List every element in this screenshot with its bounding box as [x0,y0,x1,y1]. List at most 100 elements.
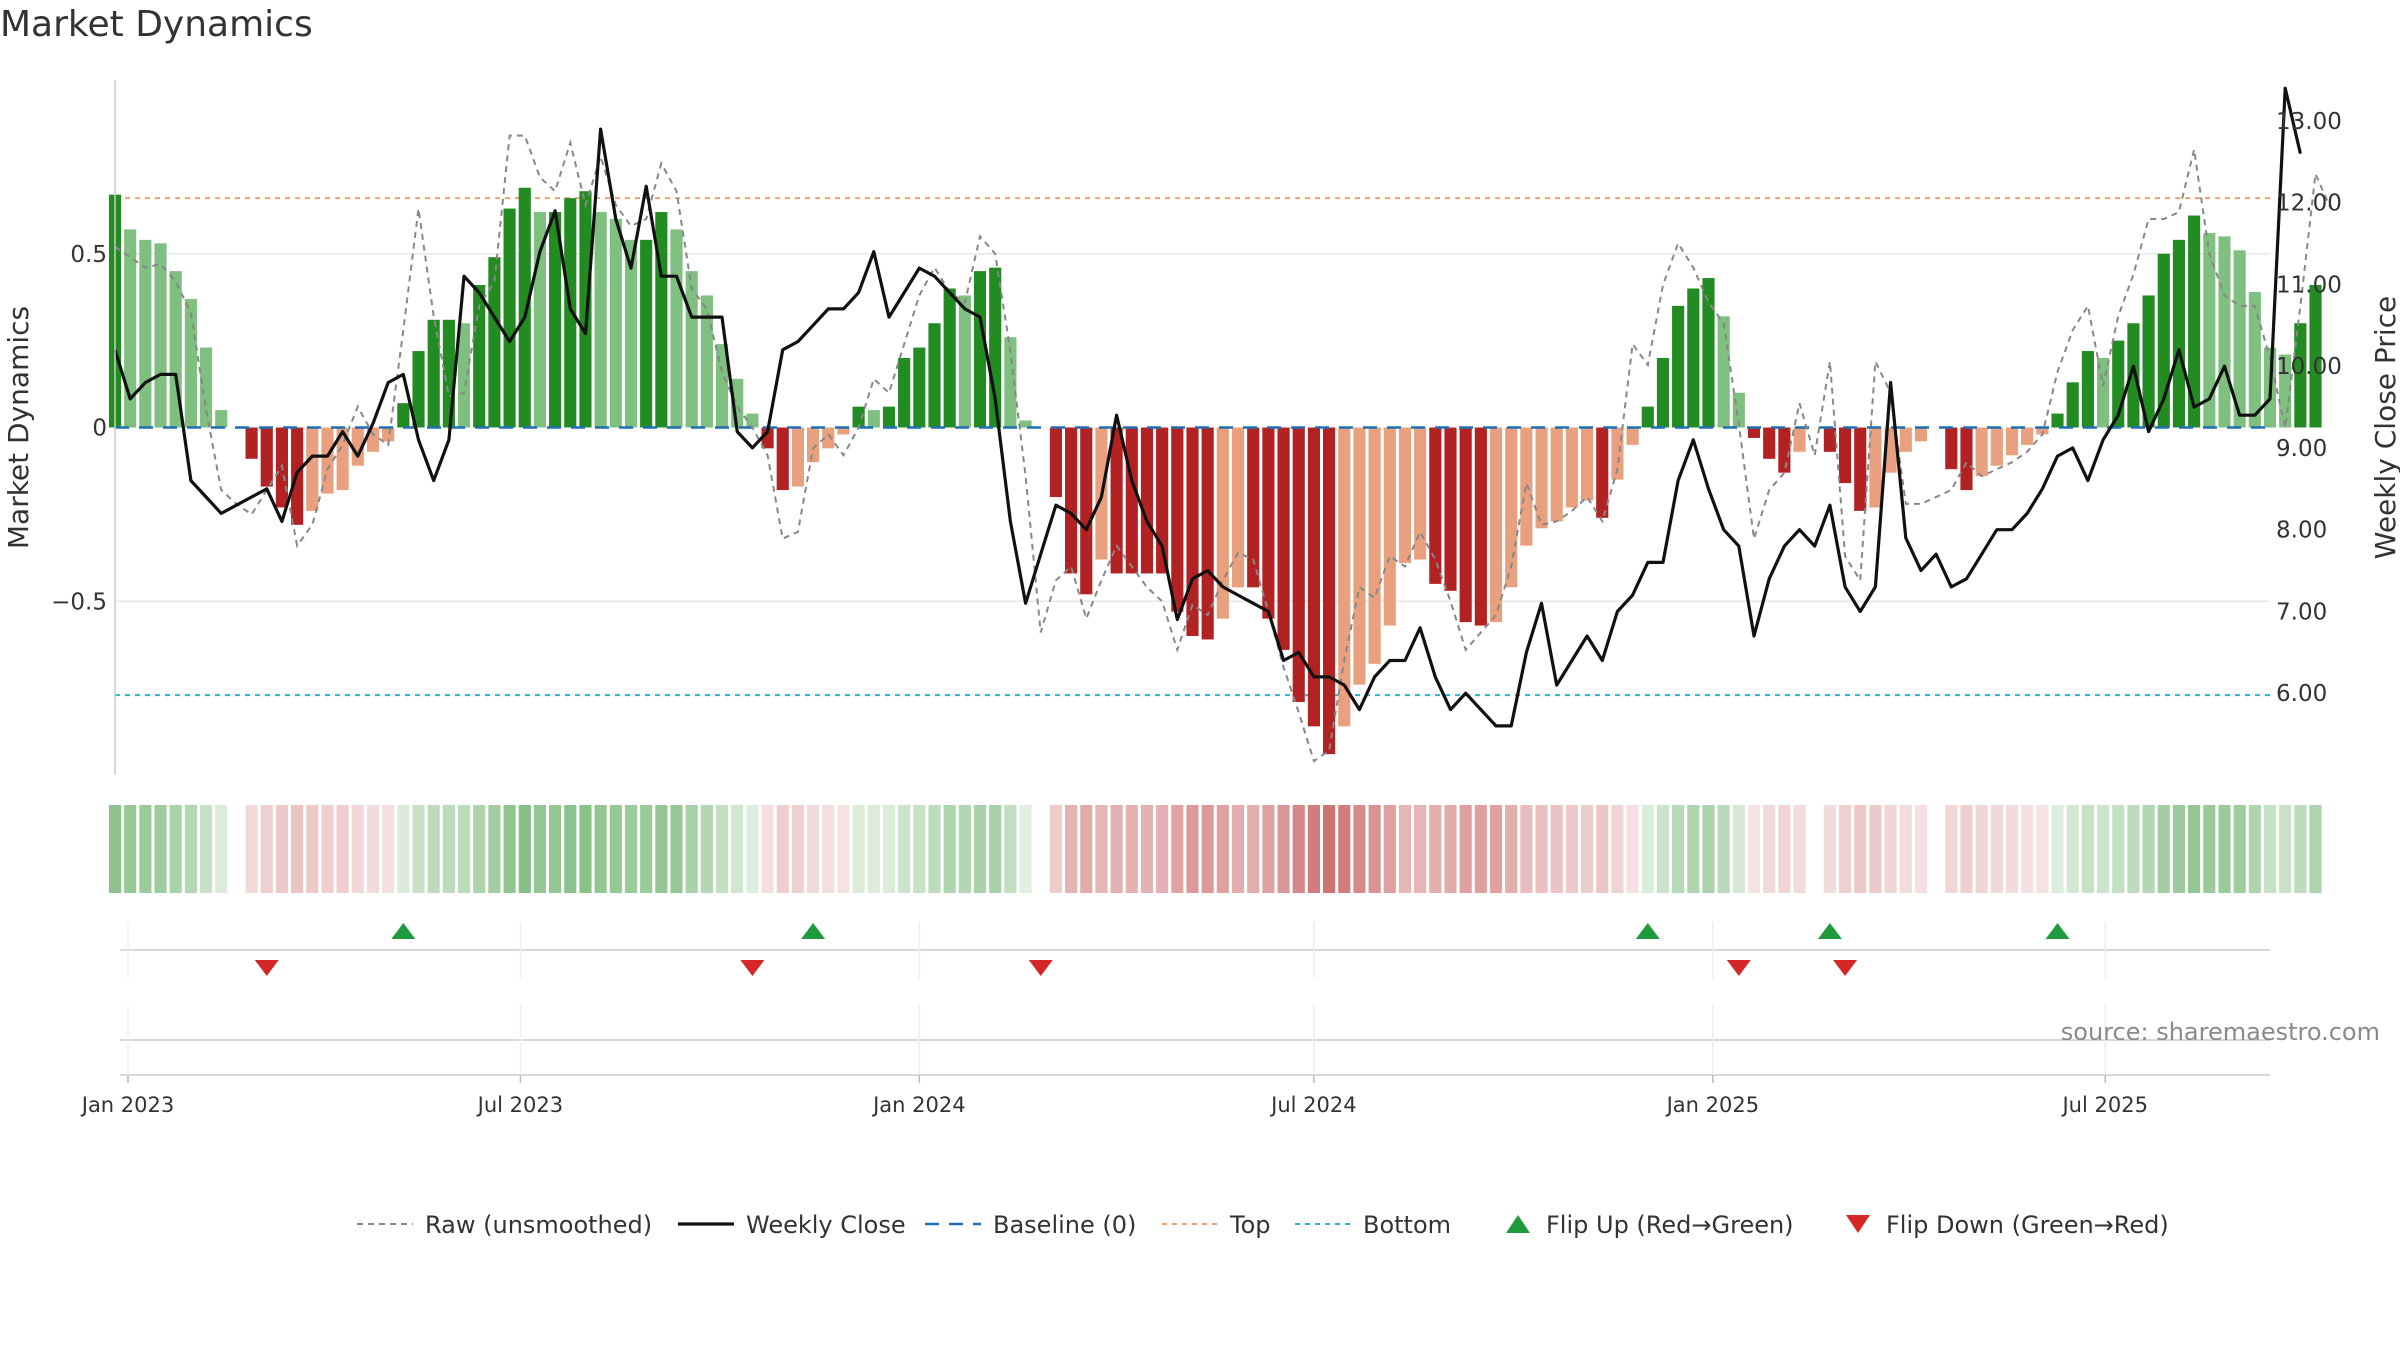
dynamics-bar [1520,427,1533,546]
regime-cell [1747,805,1761,893]
legend-item-flip_up: Flip Up (Red→Green) [1506,1211,1794,1239]
dynamics-bar [1368,427,1381,664]
regime-cell [670,805,683,893]
dynamics-bar [913,347,926,428]
legend-item-close: Weekly Close [678,1211,906,1239]
dynamics-bar [1581,427,1594,501]
dynamics-bar [2142,295,2155,428]
regime-cell [1823,805,1836,893]
regime-cell [1869,805,1882,893]
regime-cell [1854,805,1867,893]
flip-down-marker [740,960,765,976]
y2-axis-title: Weekly Close Price [2369,296,2400,559]
dynamics-bar [973,271,987,428]
dynamics-bar [2021,427,2034,445]
regime-cell [473,805,486,893]
dynamics-bar [1353,427,1366,685]
dynamics-bar [715,344,729,428]
dynamics-bar [1505,427,1518,588]
dynamics-bar [1975,427,1988,477]
regime-cell [488,805,501,893]
flip-up-marker [391,923,416,939]
regime-cell [1550,805,1563,893]
dynamics-bar [928,323,941,428]
regime-cell [1080,805,1093,893]
flip-down-marker [1028,960,1053,976]
dynamics-bar [215,410,228,428]
dynamics-bar [1398,427,1412,564]
dynamics-bar [154,243,167,428]
regime-cell [1899,805,1912,893]
regime-cell [746,805,759,893]
dynamics-bar [382,427,395,442]
regime-cell [412,805,425,893]
dynamics-bar [2218,236,2231,428]
flip-up-marker [2045,923,2070,939]
dynamics-bar [2233,250,2246,428]
regime-cell [321,805,334,893]
regime-cell [1489,805,1503,893]
regime-cell [1975,805,1988,893]
y-tick-label: −0.5 [51,589,107,615]
regime-cell [1004,805,1017,893]
regime-cell [1596,805,1609,893]
dynamics-bar [549,212,562,428]
source-label: source: sharemaestro.com [2061,1018,2380,1046]
dynamics-bar [1717,316,1730,428]
legend-label: Flip Down (Green→Red) [1886,1211,2169,1239]
regime-cell [108,805,122,893]
regime-cell [382,805,395,893]
y2-tick-label: 11.00 [2276,272,2342,298]
dynamics-bar [2294,323,2307,428]
legend-label: Bottom [1363,1211,1451,1239]
close-series-line [113,86,2302,728]
dynamics-bar [807,427,820,463]
regime-cell [928,805,941,893]
legend-item-bottom: Bottom [1295,1211,1451,1239]
regime-cell [549,805,562,893]
regime-cell [867,805,880,893]
flip-down-marker [1833,960,1858,976]
regime-cell [1429,805,1442,893]
regime-cell [2248,805,2261,893]
regime-cell [1581,805,1594,893]
regime-cell [1702,805,1715,893]
y2-tick-label: 8.00 [2276,518,2327,544]
regime-cell [1353,805,1366,893]
date-tick-label: Jan 2025 [1665,1093,1760,1117]
regime-cell [761,805,774,893]
regime-cell [2066,805,2079,893]
legend-item-baseline: Baseline (0) [925,1211,1136,1239]
regime-cell [624,805,638,893]
flip-markers-panel [120,922,2270,978]
regime-cell [1110,805,1123,893]
regime-cell [898,805,911,893]
regime-cell [1262,805,1275,893]
dynamics-bar [1489,427,1503,623]
date-tick-label: Jul 2024 [1269,1093,1356,1117]
regime-cell [2051,805,2064,893]
regime-cell [640,805,653,893]
dynamics-bar [1414,427,1427,560]
dynamics-bar [397,403,410,428]
dynamics-bar [488,257,501,428]
regime-cell [1687,805,1700,893]
regime-cell [1307,805,1320,893]
regime-cell [2112,805,2125,893]
regime-cell [1778,805,1791,893]
dynamics-bar [2127,323,2140,428]
dynamics-bar [2203,232,2216,428]
regime-cell [564,805,577,893]
regime-cell [2127,805,2140,893]
dynamics-bar [1565,427,1578,508]
y2-tick-label: 6.00 [2276,681,2327,707]
dynamics-bar [1171,427,1184,612]
regime-cell [1505,805,1518,893]
regime-cell [260,805,273,893]
dynamics-bar [2309,285,2322,428]
regime-cell [2233,805,2246,893]
regime-cell [1095,805,1108,893]
regime-cell [1520,805,1533,893]
dynamics-bar [852,406,865,428]
date-tick-label: Jan 2024 [871,1093,966,1117]
